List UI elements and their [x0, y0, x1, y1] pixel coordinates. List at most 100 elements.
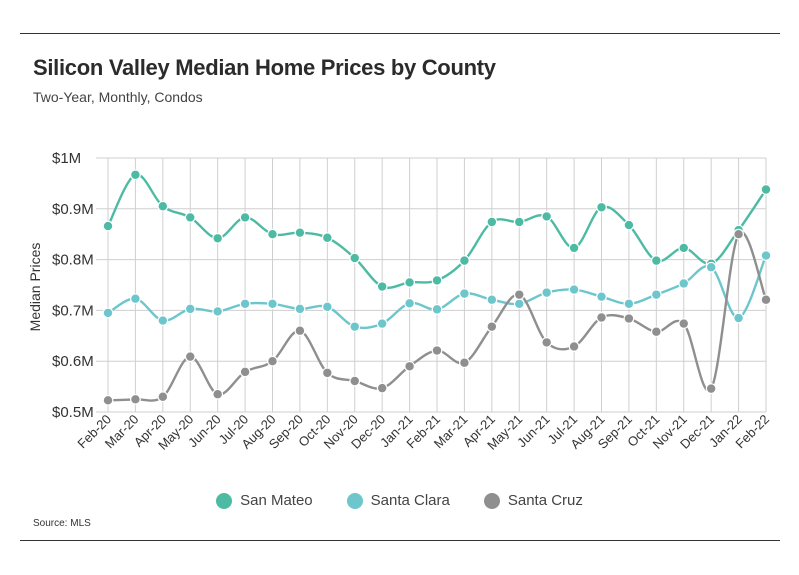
series-santa-cruz	[102, 228, 772, 406]
data-point-santa-cruz[interactable]	[102, 394, 114, 406]
data-point-santa-clara[interactable]	[733, 312, 744, 324]
data-point-santa-cruz[interactable]	[212, 388, 224, 400]
data-point-san-mateo[interactable]	[678, 242, 690, 254]
y-axis-ticks: $0.5M $0.6M $0.7M $0.8M $0.9M $1M	[52, 150, 94, 421]
data-point-santa-cruz[interactable]	[376, 382, 388, 394]
data-point-santa-cruz[interactable]	[486, 321, 498, 333]
data-point-santa-cruz[interactable]	[130, 393, 141, 405]
data-point-santa-clara[interactable]	[130, 293, 141, 305]
data-point-santa-cruz[interactable]	[321, 367, 333, 379]
data-point-santa-clara[interactable]	[541, 287, 553, 299]
bottom-rule	[20, 540, 780, 541]
data-point-san-mateo[interactable]	[650, 255, 662, 267]
data-point-santa-clara[interactable]	[102, 307, 114, 319]
data-point-santa-clara[interactable]	[459, 288, 470, 300]
data-point-san-mateo[interactable]	[294, 227, 306, 239]
data-point-san-mateo[interactable]	[376, 281, 388, 292]
data-point-san-mateo[interactable]	[267, 228, 278, 240]
data-point-santa-clara[interactable]	[623, 298, 635, 310]
data-point-san-mateo[interactable]	[486, 216, 498, 228]
data-point-santa-clara[interactable]	[239, 298, 251, 310]
data-point-san-mateo[interactable]	[596, 201, 607, 213]
data-point-santa-clara[interactable]	[376, 318, 388, 330]
data-point-santa-clara[interactable]	[184, 303, 196, 315]
data-point-santa-clara[interactable]	[349, 321, 361, 333]
data-point-santa-cruz[interactable]	[184, 351, 196, 363]
data-point-san-mateo[interactable]	[349, 252, 361, 264]
data-point-santa-clara[interactable]	[267, 298, 278, 310]
data-point-san-mateo[interactable]	[102, 220, 114, 232]
data-point-san-mateo[interactable]	[513, 216, 525, 228]
data-point-santa-clara[interactable]	[294, 303, 306, 315]
series-san-mateo	[102, 169, 772, 292]
legend-marker-santa-clara	[346, 492, 363, 509]
data-point-santa-cruz[interactable]	[157, 391, 169, 403]
data-point-santa-cruz[interactable]	[431, 345, 443, 356]
data-point-santa-clara[interactable]	[157, 315, 169, 326]
legend-item-santa-cruz[interactable]: Santa Cruz	[483, 492, 583, 509]
data-point-san-mateo[interactable]	[568, 242, 580, 254]
data-point-san-mateo[interactable]	[459, 255, 470, 267]
data-point-san-mateo[interactable]	[431, 275, 443, 286]
data-point-santa-cruz[interactable]	[404, 360, 415, 372]
source-note: Source: MLS	[33, 518, 91, 529]
data-point-san-mateo[interactable]	[157, 200, 169, 212]
data-point-san-mateo[interactable]	[541, 211, 553, 222]
data-point-santa-cruz[interactable]	[733, 228, 744, 240]
data-point-santa-clara[interactable]	[486, 294, 498, 306]
data-point-san-mateo[interactable]	[623, 219, 635, 231]
data-point-santa-clara[interactable]	[513, 298, 525, 310]
data-point-san-mateo[interactable]	[239, 212, 251, 223]
data-point-santa-cruz[interactable]	[623, 313, 635, 324]
data-point-santa-clara[interactable]	[212, 306, 224, 317]
data-point-santa-clara[interactable]	[431, 303, 443, 315]
data-point-santa-cruz[interactable]	[267, 355, 278, 367]
data-point-santa-clara[interactable]	[705, 261, 717, 273]
y-tick-label: $0.7M	[52, 302, 94, 319]
chart-subtitle: Two-Year, Monthly, Condos	[33, 89, 203, 105]
legend-marker-san-mateo	[216, 492, 233, 509]
data-point-san-mateo[interactable]	[321, 232, 333, 244]
data-point-santa-cruz[interactable]	[568, 341, 580, 352]
data-point-santa-clara[interactable]	[321, 301, 333, 313]
data-point-santa-cruz[interactable]	[678, 318, 690, 330]
legend-item-san-mateo[interactable]: San Mateo	[216, 492, 313, 509]
data-point-santa-cruz[interactable]	[541, 337, 553, 348]
y-tick-label: $0.5M	[52, 404, 94, 421]
data-point-santa-clara[interactable]	[650, 289, 662, 301]
grid	[96, 157, 767, 413]
data-point-santa-clara[interactable]	[404, 297, 415, 309]
legend-label: Santa Cruz	[507, 492, 583, 509]
data-point-san-mateo[interactable]	[404, 277, 415, 288]
data-point-santa-cruz[interactable]	[650, 326, 662, 338]
data-point-santa-cruz[interactable]	[705, 383, 717, 395]
series-santa-clara	[102, 250, 772, 333]
data-point-santa-cruz[interactable]	[459, 357, 470, 369]
data-point-san-mateo[interactable]	[212, 232, 224, 244]
data-point-santa-clara[interactable]	[678, 278, 690, 289]
y-tick-label: $0.6M	[52, 353, 94, 370]
legend-marker-santa-cruz	[483, 492, 500, 509]
y-axis-label: Median Prices	[27, 243, 43, 332]
data-point-santa-clara[interactable]	[596, 291, 607, 303]
series-group	[102, 169, 772, 406]
data-point-san-mateo[interactable]	[184, 212, 196, 223]
y-tick-label: $0.9M	[52, 201, 94, 218]
legend-item-santa-clara[interactable]: Santa Clara	[346, 492, 450, 509]
data-point-santa-cruz[interactable]	[513, 289, 525, 301]
data-point-santa-clara[interactable]	[568, 284, 580, 295]
data-point-santa-clara[interactable]	[760, 250, 772, 261]
legend-label: San Mateo	[240, 492, 313, 509]
data-point-san-mateo[interactable]	[130, 169, 141, 181]
data-point-san-mateo[interactable]	[760, 184, 772, 195]
data-point-santa-cruz[interactable]	[596, 312, 607, 323]
legend: San Mateo Santa Clara Santa Cruz	[0, 492, 799, 509]
x-axis-ticks: Feb-20Mar-20Apr-20May-20Jun-20Jul-20Aug-…	[74, 412, 772, 453]
data-point-santa-cruz[interactable]	[239, 366, 251, 378]
chart-title: Silicon Valley Median Home Prices by Cou…	[33, 55, 496, 80]
data-point-santa-cruz[interactable]	[294, 325, 306, 337]
data-point-santa-cruz[interactable]	[349, 375, 361, 387]
y-tick-label: $0.8M	[52, 252, 94, 269]
data-point-santa-cruz[interactable]	[760, 294, 772, 306]
